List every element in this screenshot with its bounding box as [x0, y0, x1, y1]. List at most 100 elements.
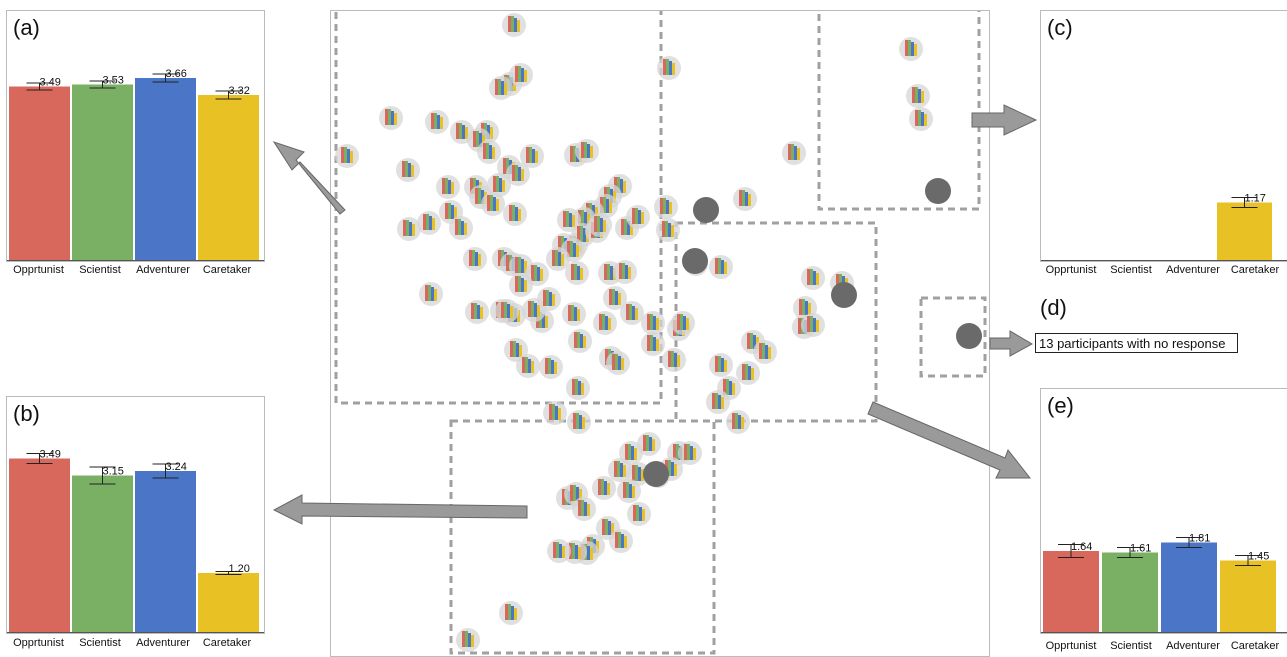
x-tick-label: Opprtunist: [13, 264, 64, 276]
participant-glyph: [608, 458, 632, 482]
dark-participant-node: [925, 178, 951, 204]
error-bar: [1235, 555, 1261, 566]
dark-participant-node: [956, 323, 982, 349]
data-label: 3.32: [229, 85, 250, 97]
participant-glyph: [506, 162, 530, 186]
participant-glyph: [588, 213, 612, 237]
participant-glyph: [543, 401, 567, 425]
participant-glyph: [509, 63, 533, 87]
x-tick-label: Scientist: [1110, 264, 1152, 276]
bar-scientist: [1102, 552, 1158, 633]
data-label: 1.17: [1245, 193, 1266, 205]
x-tick-label: Caretaker: [202, 637, 252, 649]
error-bar: [215, 90, 242, 100]
participant-glyph: [782, 141, 806, 165]
participant-map: [330, 10, 990, 657]
cluster-region: [449, 419, 716, 655]
participant-glyph: [539, 355, 563, 379]
participant-glyph: [449, 216, 473, 240]
participant-glyph: [801, 266, 825, 290]
bar-caretaker: [1217, 202, 1272, 261]
participant-glyph: [487, 173, 511, 197]
participant-glyph: [379, 106, 403, 130]
participant-glyph: [477, 140, 501, 164]
participant-glyph: [397, 217, 421, 241]
x-tick-label: Adventurer: [1166, 640, 1220, 652]
bar-opprtunist: [9, 458, 70, 633]
arrow-to-panel-d: [989, 330, 1034, 357]
participant-glyph: [592, 476, 616, 500]
data-label: 3.49: [40, 449, 61, 461]
x-tick-label: Caretaker: [202, 264, 252, 276]
participant-glyph: [753, 340, 777, 364]
data-label: 1.20: [229, 563, 250, 575]
participant-glyph: [733, 187, 757, 211]
participant-glyph: [626, 205, 650, 229]
bar-adventurer: [135, 78, 196, 261]
participant-glyph: [899, 37, 923, 61]
participant-map-svg: [334, 11, 987, 655]
participant-glyph: [637, 432, 661, 456]
data-label: 1.81: [1189, 533, 1210, 545]
x-tick-label: Caretaker: [1230, 640, 1280, 652]
participant-glyph: [499, 601, 523, 625]
x-tick-label: Opprtunist: [1045, 640, 1097, 652]
bar-chart-b-svg: 3.49 3.15 3.24 1.20: [7, 449, 264, 633]
error-bar: [1231, 197, 1258, 208]
participant-glyph: [509, 273, 533, 297]
data-label: 1.61: [1130, 543, 1151, 555]
participant-glyph: [671, 311, 695, 335]
error-bar: [26, 82, 53, 91]
participant-glyph: [567, 410, 591, 434]
bar-scientist: [72, 84, 133, 261]
participant-glyph: [641, 311, 665, 335]
participant-glyph: [503, 202, 527, 226]
error-bar: [89, 466, 116, 485]
bar-caretaker: [198, 573, 259, 633]
arrow-to-panel-e: [867, 401, 1032, 479]
x-tick-label: Opprtunist: [1045, 264, 1097, 276]
participant-glyph: [662, 348, 686, 372]
participant-glyph: [396, 158, 420, 182]
data-label: 3.53: [103, 75, 124, 87]
participant-glyph: [562, 302, 586, 326]
error-bar: [152, 463, 179, 479]
participant-glyph: [593, 311, 617, 335]
participant-glyph: [566, 376, 590, 400]
participant-glyph: [620, 301, 644, 325]
error-bar: [89, 80, 116, 89]
participant-glyph: [489, 76, 513, 100]
participant-glyph: [627, 502, 651, 526]
x-tick-label: Scientist: [1110, 640, 1152, 652]
participant-glyph: [436, 175, 460, 199]
error-bar: [1176, 537, 1202, 548]
participant-glyph: [706, 390, 730, 414]
bar-adventurer: [135, 471, 196, 633]
data-label: 3.24: [166, 461, 187, 473]
bar-adventurer: [1161, 542, 1217, 633]
dark-participant-node: [682, 248, 708, 274]
participant-glyph: [617, 479, 641, 503]
bar-opprtunist: [1043, 551, 1099, 633]
participant-glyph: [546, 247, 570, 271]
participant-glyph: [726, 410, 750, 434]
x-tick-label: Caretaker: [1230, 264, 1280, 276]
participant-glyph: [619, 441, 643, 465]
error-bar: [26, 453, 53, 464]
participant-glyph: [537, 287, 561, 311]
participant-glyph: [463, 247, 487, 271]
data-label: 1.45: [1248, 551, 1269, 563]
bar-chart-panel-a: (a) 3.49 3.53 3.66 3.32: [6, 10, 265, 262]
participant-glyph: [641, 332, 665, 356]
participant-glyph: [565, 261, 589, 285]
participant-glyph: [481, 192, 505, 216]
data-label: 3.66: [166, 68, 187, 80]
participant-glyph: [335, 144, 359, 168]
x-axis-labels-c: Opprtunist Scientist Adventurer Caretake…: [1040, 264, 1284, 276]
x-axis-labels-b: Opprtunist Scientist Adventurer Caretake…: [6, 637, 257, 649]
participant-glyph: [502, 13, 526, 37]
participant-glyph: [654, 195, 678, 219]
participant-glyph: [678, 441, 702, 465]
participant-glyph: [568, 329, 592, 353]
